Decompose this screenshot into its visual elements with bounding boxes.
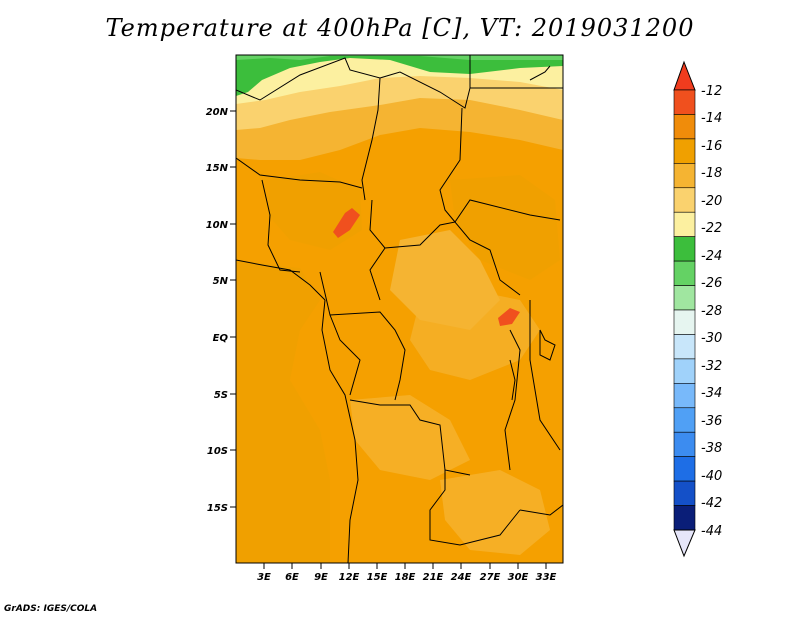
colorbar-label: -20: [701, 194, 722, 209]
colorbar-top-arrow: [673, 60, 696, 91]
field-patch-warm-uganda: [498, 308, 520, 326]
colorbar-label: -26: [701, 276, 722, 291]
field-patch-ocean: [236, 260, 330, 563]
lon-label: 9E: [314, 572, 328, 583]
border-south-sudan: [454, 199, 561, 223]
border-chad-sudan: [439, 107, 463, 223]
border-malawi: [519, 504, 563, 516]
colorbar-label: -16: [701, 139, 722, 154]
lon-label: 27E: [480, 572, 501, 583]
border-angola-zambia: [429, 470, 521, 546]
colorbar-swatch: [673, 163, 696, 189]
colorbar-bottom-arrow: [673, 529, 696, 558]
border-car-drc: [384, 221, 521, 296]
colorbar-swatch: [673, 505, 696, 531]
colorbar-swatch: [673, 309, 696, 335]
field-band-minus26: [236, 55, 563, 60]
colorbar-label: -12: [701, 84, 722, 99]
lon-label: 33E: [536, 572, 557, 583]
colorbar-swatch: [673, 285, 696, 311]
colorbar-swatch: [673, 383, 696, 409]
colorbar-swatch: [673, 211, 696, 237]
border-benin-nigeria: [261, 179, 301, 273]
colorbar-swatch: [673, 407, 696, 433]
colorbar-swatch: [673, 236, 696, 262]
colorbar: -12 -14 -16 -18 -20 -22 -24 -26 -28 -30 …: [673, 60, 722, 558]
border-congo-coast: [329, 314, 361, 396]
temperature-field: [236, 55, 563, 563]
colorbar-swatch: [673, 358, 696, 384]
lon-label: 3E: [257, 572, 271, 583]
lat-label: 10S: [207, 446, 228, 457]
lon-label: 15E: [367, 572, 388, 583]
colorbar-label: -28: [701, 304, 722, 319]
lon-label: 21E: [423, 572, 444, 583]
colorbar-labels: -12 -14 -16 -18 -20 -22 -24 -26 -28 -30 …: [701, 84, 722, 539]
colorbar-label: -34: [701, 386, 722, 401]
border-great-lakes: [529, 300, 561, 451]
border-niger-chad: [361, 77, 381, 201]
coast-west-africa: [321, 299, 359, 563]
colorbar-label: -40: [701, 469, 722, 484]
lat-label: 5N: [213, 276, 229, 287]
colorbar-label: -18: [701, 166, 722, 181]
map-frame: [235, 54, 564, 564]
colorbar-label: -44: [701, 524, 722, 539]
grads-credit: GrADS: IGES/COLA: [4, 604, 98, 614]
lon-label: 6E: [285, 572, 299, 583]
lake-tanganyika: [509, 359, 516, 401]
colorbar-swatch: [673, 456, 696, 482]
lat-label: 15S: [207, 503, 228, 514]
lat-axis: 20N 15N 10N 5N EQ 5S 10S 15S: [206, 107, 236, 514]
field-band-minus24: [236, 55, 563, 96]
lon-axis: 3E 6E 9E 12E 15E 18E 21E 24E 27E 30E 33E: [257, 563, 557, 583]
border-tanganyika: [504, 329, 521, 471]
colorbar-swatch: [673, 431, 696, 457]
coast-red-sea: [529, 65, 551, 81]
colorbar-boxes: [673, 89, 696, 531]
colorbar-swatch: [673, 187, 696, 213]
lon-label: 12E: [339, 572, 360, 583]
field-patch-angola: [350, 395, 470, 480]
colorbar-swatch: [673, 114, 696, 140]
colorbar-label: -30: [701, 331, 722, 346]
lon-label: 30E: [508, 572, 529, 583]
colorbar-swatch: [673, 260, 696, 286]
field-patch-sudan: [450, 175, 560, 280]
lake-victoria: [539, 329, 556, 361]
colorbar-label: -24: [701, 249, 722, 264]
lat-label: 20N: [206, 107, 229, 118]
colorbar-label: -38: [701, 441, 722, 456]
map-title: Temperature at 400hPa [C], VT: 201903120…: [105, 14, 695, 42]
colorbar-label: -22: [701, 221, 722, 236]
border-sahel: [236, 157, 363, 189]
colorbar-label: -32: [701, 359, 722, 374]
colorbar-swatch: [673, 334, 696, 360]
lon-label: 24E: [451, 572, 472, 583]
colorbar-label: -42: [701, 496, 722, 511]
colorbar-swatch: [673, 480, 696, 506]
colorbar-swatch: [673, 138, 696, 164]
field-patch-zambia: [440, 470, 550, 555]
lat-label: 10N: [206, 220, 229, 231]
field-patch-warm-nigeria: [333, 208, 360, 238]
lon-label: 18E: [395, 572, 416, 583]
lat-label: 15N: [206, 163, 229, 174]
coast-gulf-of-guinea: [236, 259, 326, 301]
colorbar-swatch: [673, 89, 696, 115]
country-boundaries: [236, 55, 563, 563]
lat-label: EQ: [213, 333, 229, 344]
colorbar-label: -36: [701, 414, 722, 429]
colorbar-label: -14: [701, 111, 722, 126]
lat-label: 5S: [214, 390, 228, 401]
